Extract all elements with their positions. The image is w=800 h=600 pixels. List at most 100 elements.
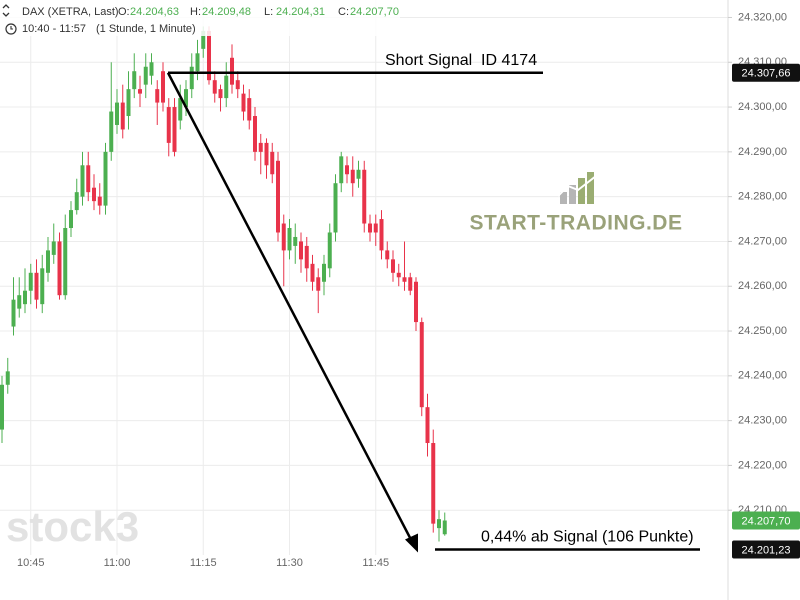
candle-body <box>258 142 263 152</box>
time-range: 10:40 - 11:57 <box>22 23 86 35</box>
candle-body <box>241 93 246 112</box>
logo-bar <box>587 172 594 204</box>
candle-body <box>28 272 33 291</box>
candle-body <box>155 89 160 103</box>
y-tick-label: 24.220,00 <box>738 459 787 471</box>
candle-body <box>97 196 102 206</box>
x-tick-label: 11:00 <box>104 557 131 569</box>
candle-body <box>92 187 96 202</box>
candle-body <box>339 156 344 184</box>
candle-body <box>195 53 200 72</box>
candle-body <box>293 236 298 246</box>
candle-body <box>218 89 223 99</box>
logo-bar <box>578 178 585 204</box>
candle-body <box>46 250 50 273</box>
y-tick-label: 24.300,00 <box>738 101 787 113</box>
candle-body <box>402 277 407 282</box>
candle-body <box>304 245 309 269</box>
x-tick-label: 11:30 <box>276 557 303 569</box>
candle-body <box>437 519 441 529</box>
ohlc-readout: O: 24.204,63 H: 24.209,48 L: 24.204,31 C: 24.20… <box>118 6 399 18</box>
candle-body <box>414 281 418 323</box>
y-tick-label: 24.290,00 <box>738 146 787 158</box>
candle-body <box>166 107 171 143</box>
y-tick-label: 24.320,00 <box>738 11 787 23</box>
ohlc-value: 24.204,31 <box>276 6 325 18</box>
price-axis: 24.210,0024.220,0024.230,0024.240,0024.2… <box>17 11 800 569</box>
y-tick-label: 24.270,00 <box>738 235 787 247</box>
candle-body <box>299 241 303 260</box>
ohlc-label: C: <box>338 6 349 18</box>
candle-body <box>287 228 292 251</box>
candle-body <box>74 192 79 211</box>
candle-body <box>316 277 321 291</box>
candle-body <box>189 66 194 90</box>
candle-body <box>442 520 447 535</box>
candle-body <box>201 30 206 49</box>
candle-body <box>368 223 372 233</box>
candle-body <box>161 71 165 103</box>
candle-body <box>322 263 326 282</box>
target-label: 0,44% ab Signal (106 Punkte) <box>481 529 694 546</box>
candle-body <box>34 272 39 300</box>
collapse-icon[interactable] <box>2 4 10 17</box>
candle-body <box>86 165 91 193</box>
candle-body <box>184 89 188 108</box>
candle-body <box>207 30 211 81</box>
candle-body <box>235 80 240 90</box>
x-tick-label: 11:15 <box>190 557 217 569</box>
candle-body <box>172 107 177 152</box>
candle-body <box>109 111 114 152</box>
candle-body <box>212 80 217 94</box>
source-watermark: stock3 <box>6 503 139 550</box>
candle-body <box>132 71 137 90</box>
candle-body <box>270 151 275 175</box>
ohlc-label: O: <box>118 6 130 18</box>
candle-body <box>281 223 286 251</box>
candle-body <box>17 295 22 309</box>
instrument: DAX (XETRA, Last) <box>22 6 119 18</box>
x-tick-label: 11:45 <box>362 557 389 569</box>
candle-body <box>69 210 73 229</box>
candle-body <box>264 142 269 166</box>
candle-body <box>310 263 315 282</box>
candle-body <box>419 322 424 408</box>
clock-icon <box>5 23 17 35</box>
y-tick-label: 24.250,00 <box>738 325 787 337</box>
candles <box>0 26 447 542</box>
candle-body <box>385 250 390 260</box>
candle-body <box>63 228 68 296</box>
candle-body <box>11 299 16 327</box>
candle-body <box>138 89 142 94</box>
candle-body <box>425 407 430 444</box>
candle-body <box>379 219 384 251</box>
header: DAX (XETRA, Last) O: 24.204,63 H: 24.209,48… <box>0 0 400 36</box>
y-tick-label: 24.230,00 <box>738 415 787 427</box>
candle-body <box>0 384 4 430</box>
candle-body <box>51 241 56 255</box>
brand-watermark: START-TRADING.DE <box>470 212 683 235</box>
candle-body <box>276 160 280 233</box>
price-tag <box>732 540 800 559</box>
price-tag-label: 24.307,66 <box>742 68 791 80</box>
candle-body <box>350 169 355 184</box>
candle-body <box>373 223 378 233</box>
candle-body <box>120 102 125 130</box>
ohlc-label: L: <box>264 6 273 18</box>
candle-body <box>115 102 119 125</box>
logo-line <box>557 175 597 197</box>
signal-label: Short Signal ID 4174 <box>385 52 537 69</box>
brand-logo <box>557 172 597 204</box>
candle-body <box>5 371 10 385</box>
logo-bar <box>560 192 567 204</box>
price-tag-label: 24.207,70 <box>742 515 791 527</box>
price-tag-label: 24.201,23 <box>742 544 791 556</box>
candle-body <box>149 62 154 76</box>
header-bg <box>0 0 400 36</box>
candle-body <box>253 116 257 152</box>
candle-body <box>23 290 27 305</box>
y-tick-label: 24.260,00 <box>738 280 787 292</box>
ohlc-value: 24.204,63 <box>130 6 179 18</box>
